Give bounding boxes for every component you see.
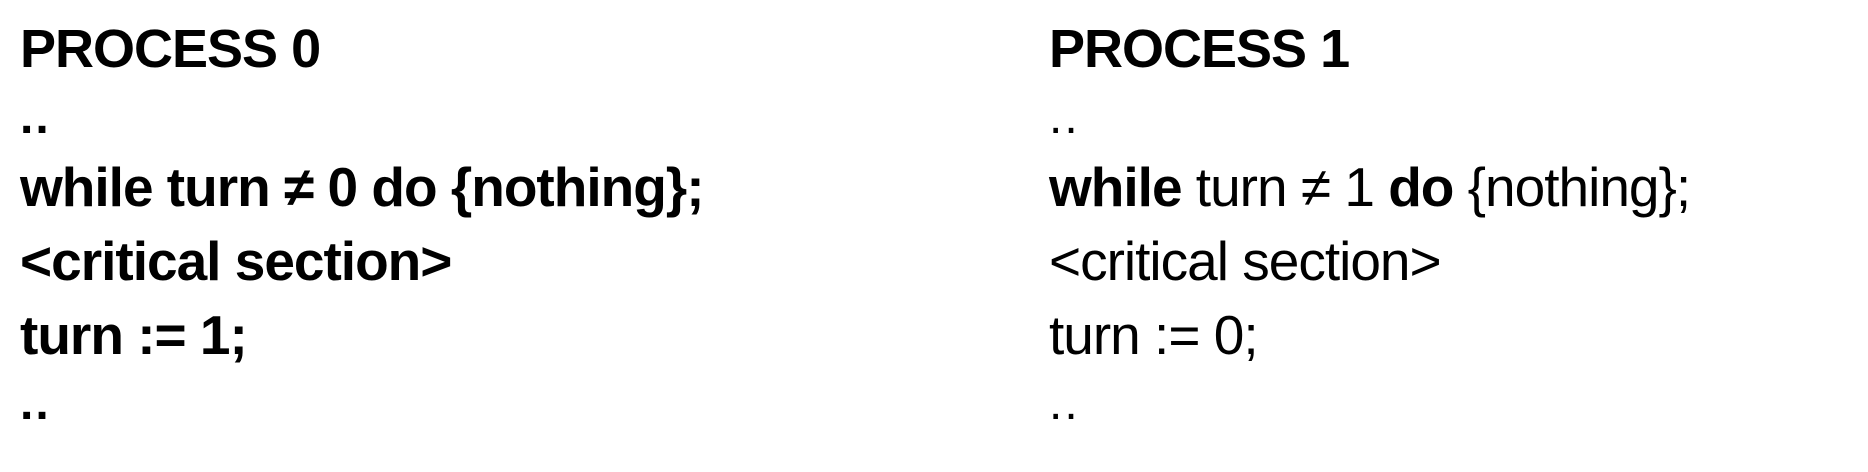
process-0-do-keyword: do	[371, 156, 437, 218]
process-0-title: PROCESS 0	[20, 19, 321, 79]
process-1-ellipsis-top: ..	[1049, 91, 1080, 144]
process-1-turn-assignment: turn := 0;	[1049, 304, 1259, 366]
process-1-while-keyword: while	[1049, 156, 1183, 218]
process-1-title: PROCESS 1	[1049, 19, 1350, 79]
process-0-turn-assignment: turn := 1;	[20, 304, 248, 366]
process-0-column: PROCESS 0 .. while turn ≠ 0 do {nothing}…	[20, 12, 705, 436]
process-0-ellipsis-bottom: ..	[20, 377, 51, 430]
process-0-while-keyword: while	[20, 156, 154, 218]
process-1-while-condition: turn ≠ 1	[1181, 156, 1389, 218]
process-0-while-body: {nothing};	[436, 156, 705, 218]
process-1-column: PROCESS 1 .. while turn ≠ 1 do {nothing}…	[1049, 12, 1691, 436]
process-1-do-keyword: do	[1388, 156, 1454, 218]
process-1-while-line: while turn ≠ 1 do {nothing};	[1049, 150, 1691, 224]
process-1-ellipsis-bottom: ..	[1049, 377, 1080, 430]
process-1-critical-section: <critical section>	[1049, 230, 1442, 292]
process-0-critical-section: <critical section>	[20, 230, 452, 292]
process-1-while-body: {nothing};	[1453, 156, 1691, 218]
process-0-ellipsis-top: ..	[20, 91, 51, 144]
process-0-while-line: while turn ≠ 0 do {nothing};	[20, 150, 705, 224]
process-0-while-condition: turn ≠ 0	[152, 156, 372, 218]
